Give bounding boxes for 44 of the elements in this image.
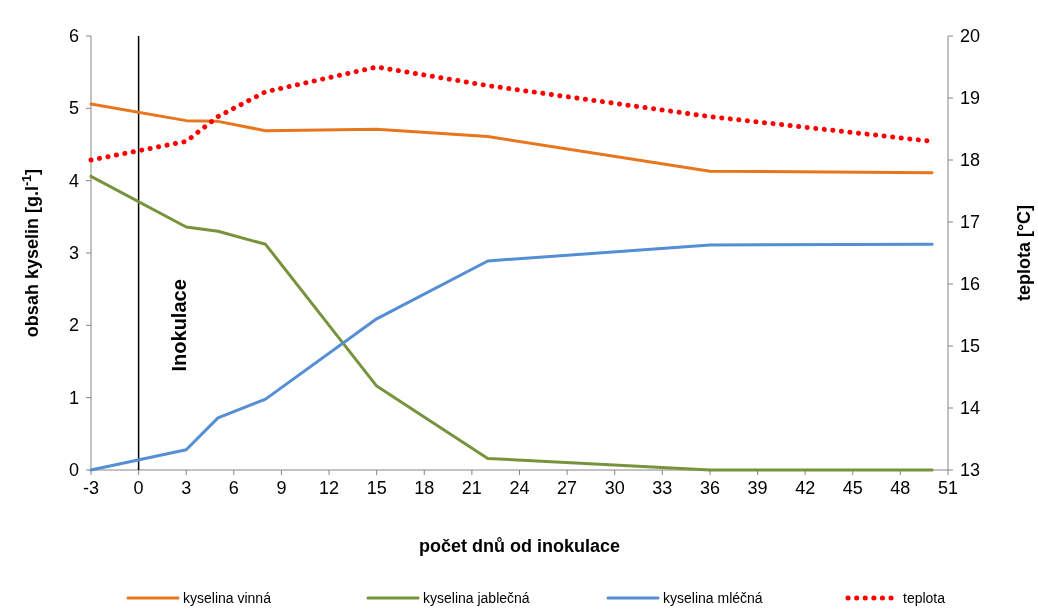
x-tick-label: 18: [414, 478, 435, 498]
y-tick-label: 4: [68, 170, 79, 191]
y2-tick-label: 13: [960, 460, 981, 480]
legend-label: kyselina mléčná: [663, 590, 763, 606]
x-tick-label: 48: [890, 478, 911, 498]
legend-label: teplota: [903, 590, 946, 606]
line-series: [89, 174, 934, 472]
x-tick-label: 51: [937, 478, 959, 498]
y2-tick-label: 16: [960, 274, 981, 294]
legend-label: kyselina vinná: [183, 590, 272, 606]
x-tick-label: 3: [181, 478, 192, 498]
x-tick-label: 42: [795, 478, 816, 498]
x-tick-label: 24: [509, 478, 530, 498]
y-tick-label: 0: [68, 460, 79, 480]
y2-tick-label: 20: [960, 26, 981, 46]
x-tick-label: 36: [699, 478, 720, 498]
x-tick-label: 39: [747, 478, 768, 498]
x-tick-label: 45: [842, 478, 863, 498]
y2-tick-label: 15: [960, 336, 981, 356]
y-tick-label: 5: [68, 98, 79, 119]
x-tick-label: 6: [228, 478, 239, 498]
y2-tick-label: 19: [960, 88, 981, 108]
x-axis-title: počet dnů od inokulace: [418, 536, 621, 556]
x-tick-label: 21: [461, 478, 482, 498]
x-tick-label: 15: [366, 478, 387, 498]
y-tick-label: 6: [68, 26, 79, 46]
ref-line-label: Inokulace: [167, 279, 190, 372]
y2-tick-label: 18: [960, 150, 981, 170]
y-tick-label: 3: [68, 243, 79, 263]
x-tick-label: 0: [133, 478, 144, 498]
x-tick-label: 9: [276, 478, 287, 498]
y2-axis-title: teplota [°C]: [1014, 204, 1034, 302]
line-series: [89, 242, 934, 472]
y-tick-label: 2: [68, 315, 79, 336]
x-tick-label: -3: [82, 478, 100, 498]
y2-tick-label: 14: [960, 398, 981, 418]
x-tick-label: 12: [319, 478, 340, 498]
x-tick-label: 27: [557, 478, 578, 498]
y2-tick-label: 17: [960, 212, 981, 232]
x-tick-label: 30: [604, 478, 625, 498]
legend-label: kyselina jablečná: [423, 590, 530, 606]
y-tick-label: 1: [68, 387, 79, 408]
line-series: [89, 102, 934, 175]
x-tick-label: 33: [652, 478, 673, 498]
